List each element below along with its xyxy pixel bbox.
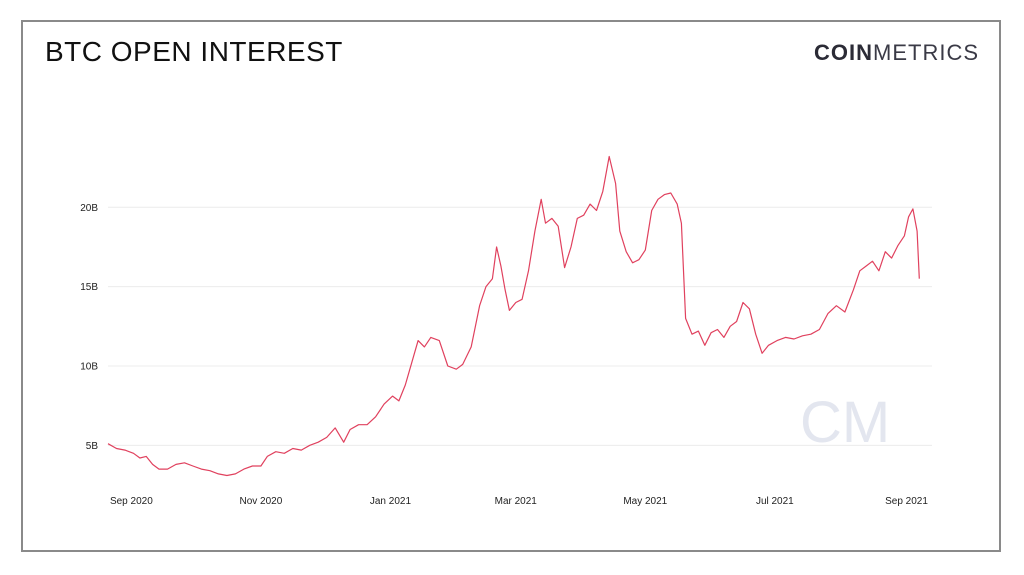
brand-logo: COINMETRICS bbox=[814, 40, 979, 66]
x-tick-label: Mar 2021 bbox=[495, 496, 538, 507]
watermark: CM bbox=[800, 390, 890, 455]
y-tick-label: 15B bbox=[80, 282, 98, 293]
x-tick-label: Sep 2021 bbox=[885, 496, 928, 507]
open-interest-line bbox=[107, 155, 920, 477]
x-tick-label: Jul 2021 bbox=[756, 496, 794, 507]
x-tick-label: Sep 2020 bbox=[110, 496, 153, 507]
y-tick-label: 5B bbox=[86, 441, 99, 452]
x-tick-label: May 2021 bbox=[623, 496, 667, 507]
chart-title: BTC OPEN INTEREST bbox=[45, 36, 343, 67]
brand-logo-strong: COIN bbox=[814, 40, 873, 65]
brand-logo-light: METRICS bbox=[873, 40, 979, 65]
gridlines bbox=[108, 206, 932, 446]
x-tick-label: Jan 2021 bbox=[370, 496, 412, 507]
y-tick-label: 10B bbox=[80, 361, 98, 372]
y-tick-label: 20B bbox=[80, 203, 98, 214]
y-axis: 5B 10B 15B 20B bbox=[80, 203, 98, 452]
x-axis: Sep 2020 Nov 2020 Jan 2021 Mar 2021 May 2021… bbox=[110, 496, 928, 507]
x-tick-label: Nov 2020 bbox=[240, 496, 283, 507]
